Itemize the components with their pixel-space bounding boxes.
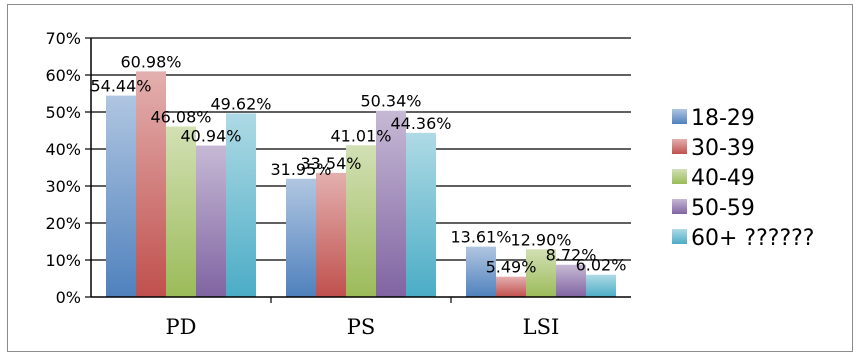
bar-lsi-1 (496, 276, 526, 297)
legend-label: 40-49 (691, 166, 755, 191)
bar-lsi-2 (526, 249, 556, 297)
legend-swatch (672, 199, 687, 214)
data-label: 54.44% (90, 77, 151, 96)
category-label: LSI (523, 315, 560, 339)
data-label: 40.94% (180, 127, 241, 146)
bar-lsi-0 (466, 246, 496, 297)
data-label: 31.95% (270, 160, 331, 179)
y-tick-label: 70% (45, 29, 81, 48)
legend-label: 50-59 (691, 196, 755, 221)
bar-ps-1 (316, 172, 346, 297)
data-label: 12.90% (510, 230, 571, 249)
legend: 18-29 30-39 40-49 50-59 60+ ?????? (672, 106, 814, 251)
legend-label: 18-29 (691, 106, 755, 131)
bar-lsi-4 (586, 274, 616, 297)
category-label: PS (347, 315, 376, 339)
data-label: 50.34% (360, 92, 421, 111)
bar-ps-4 (406, 132, 436, 297)
data-label: 6.02% (576, 256, 627, 275)
data-label: 5.49% (486, 258, 537, 277)
legend-label: 60+ ?????? (691, 226, 814, 251)
legend-label: 30-39 (691, 136, 755, 161)
legend-swatch (672, 109, 687, 124)
bar-pd-0 (106, 95, 136, 298)
bar-ps-3 (376, 110, 406, 297)
y-tick-label: 40% (45, 140, 81, 159)
bar-pd-1 (136, 71, 166, 298)
data-label: 13.61% (450, 228, 511, 247)
bars (106, 71, 616, 298)
bar-pd-2 (166, 126, 196, 297)
bar-ps-0 (286, 178, 316, 297)
bar-ps-2 (346, 145, 376, 297)
y-tick-label: 20% (45, 214, 81, 233)
axes: 0% 10% 20% 30% 40% 50% 60% 70% PD PS LSI (45, 29, 631, 339)
bar-pd-4 (226, 113, 256, 297)
data-labels: 54.44% 60.98% 46.08%40.94% 49.62% 31.95%33.5… (90, 52, 626, 276)
category-label: PD (166, 315, 197, 339)
data-label: 49.62% (210, 94, 271, 113)
data-label: 60.98% (120, 52, 181, 71)
data-label: 8.72% (546, 246, 597, 265)
legend-swatch (672, 229, 687, 244)
legend-swatch (672, 169, 687, 184)
legend-swatch (672, 139, 687, 154)
bar-lsi-3 (556, 264, 586, 297)
data-label: 46.08% (150, 108, 211, 127)
y-tick-label: 60% (45, 66, 81, 85)
chart-frame: 0% 10% 20% 30% 40% 50% 60% 70% PD PS LSI 54.44% 60.… (7, 4, 853, 352)
bar-pd-3 (196, 145, 226, 297)
data-label: 33.54% (300, 154, 361, 173)
y-tick-label: 50% (45, 103, 81, 122)
y-tick-label: 10% (45, 251, 81, 270)
y-tick-label: 0% (56, 288, 81, 307)
bar-chart: 0% 10% 20% 30% 40% 50% 60% 70% PD PS LSI 54.44% 60.… (45, 29, 814, 339)
data-label: 44.36% (390, 114, 451, 133)
y-tick-label: 30% (45, 177, 81, 196)
data-label: 41.01% (330, 126, 391, 145)
